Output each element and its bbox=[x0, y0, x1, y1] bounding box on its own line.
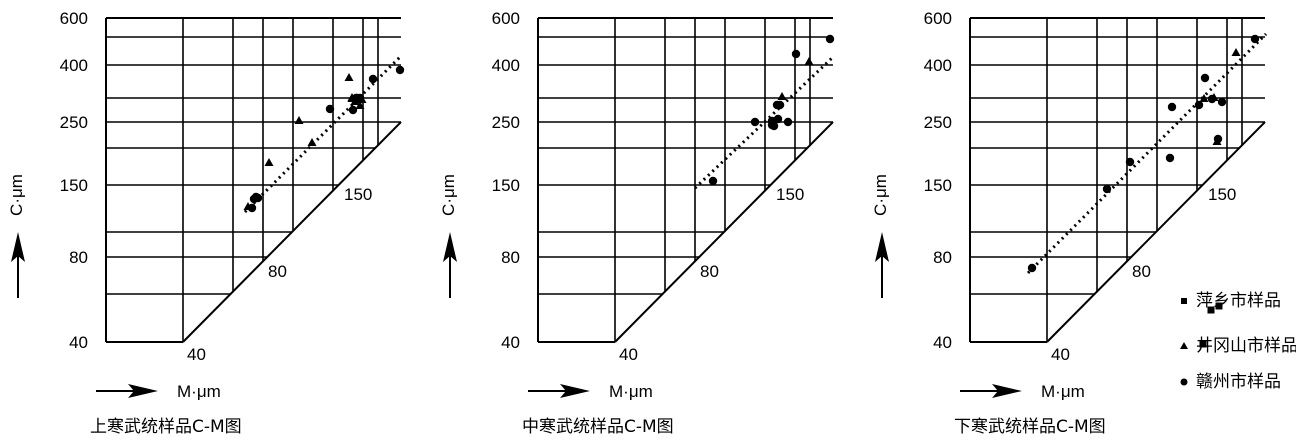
trend-line bbox=[243, 55, 402, 214]
data-point-circle bbox=[1217, 97, 1227, 107]
data-point-circle bbox=[1027, 263, 1037, 273]
data-point-circle bbox=[355, 93, 365, 103]
x-axis-arrow-head-icon bbox=[128, 384, 158, 398]
data-point-triangle bbox=[307, 138, 317, 146]
y-tick-label: 80 bbox=[501, 248, 520, 267]
diag-tick-label: 150 bbox=[1208, 185, 1236, 204]
chart-panel-upper: 600 400 250 150 80 40 40 80 150 C·μm M·μm 上寒武统样品C-M… bbox=[7, 9, 405, 437]
diag-tick-label: 150 bbox=[776, 185, 804, 204]
diag-tick-label: 40 bbox=[619, 345, 638, 364]
data-point-circle bbox=[1102, 184, 1112, 194]
data-point-circle bbox=[1194, 100, 1204, 110]
y-tick-label: 400 bbox=[60, 56, 88, 75]
diag-tick-label: 80 bbox=[1132, 262, 1151, 281]
y-tick-label: 400 bbox=[924, 56, 952, 75]
data-point-circle bbox=[1200, 73, 1210, 83]
y-tick-label: 80 bbox=[933, 248, 952, 267]
data-point-circle bbox=[368, 74, 378, 84]
data-point-circle bbox=[1125, 157, 1135, 167]
legend-entry: 赣州市样品 bbox=[1196, 372, 1281, 392]
chart-title: 上寒武统样品C-M图 bbox=[90, 417, 242, 437]
legend-entry: 井冈山市样品 bbox=[1196, 336, 1296, 356]
legend-marker-triangle-icon bbox=[1180, 342, 1188, 349]
chart-title: 中寒武统样品C-M图 bbox=[522, 417, 674, 437]
y-axis-label: C·μm bbox=[439, 174, 458, 216]
data-point-circle bbox=[825, 34, 835, 44]
y-tick-label: 600 bbox=[924, 9, 952, 28]
chart-panel-lower: 600 400 250 150 80 40 40 80 150 C·μm M·μm 下寒武统样品C-M… bbox=[871, 9, 1296, 437]
data-point-triangle bbox=[264, 158, 274, 166]
data-point-circle bbox=[775, 100, 785, 110]
data-point-circle bbox=[791, 49, 801, 59]
y-tick-label: 40 bbox=[933, 333, 952, 352]
y-tick-label: 250 bbox=[924, 113, 952, 132]
x-axis-arrow-head-icon bbox=[992, 384, 1022, 398]
data-point-triangle bbox=[804, 57, 814, 65]
chart-title: 下寒武统样品C-M图 bbox=[954, 417, 1106, 437]
x-axis-label: M·μm bbox=[1041, 382, 1085, 401]
data-point-circle bbox=[1167, 102, 1177, 112]
diag-tick-label: 80 bbox=[700, 262, 719, 281]
y-tick-label: 150 bbox=[924, 176, 952, 195]
data-point-triangle bbox=[294, 116, 304, 124]
y-tick-label: 600 bbox=[60, 9, 88, 28]
diag-tick-label: 150 bbox=[344, 185, 372, 204]
data-point-triangle bbox=[1231, 48, 1241, 56]
y-tick-label: 400 bbox=[492, 56, 520, 75]
data-point-circle bbox=[395, 65, 405, 75]
data-point-circle bbox=[783, 117, 793, 127]
diag-tick-label: 80 bbox=[268, 262, 287, 281]
data-point-square bbox=[1199, 340, 1207, 348]
trend-line bbox=[1026, 32, 1268, 275]
data-point-circle bbox=[253, 193, 263, 203]
y-axis-arrow-head-icon bbox=[875, 232, 889, 262]
diag-tick-label: 40 bbox=[187, 345, 206, 364]
y-axis-arrow-head-icon bbox=[11, 232, 25, 262]
data-point-circle bbox=[769, 121, 779, 131]
data-point-circle bbox=[348, 105, 358, 115]
data-point-circle bbox=[1250, 34, 1260, 44]
data-point-square bbox=[1215, 302, 1223, 310]
y-tick-label: 80 bbox=[69, 248, 88, 267]
legend-marker-square-icon bbox=[1181, 298, 1187, 304]
y-tick-label: 250 bbox=[492, 113, 520, 132]
y-tick-label: 40 bbox=[501, 333, 520, 352]
data-point-circle bbox=[1207, 94, 1217, 104]
data-point-circle bbox=[750, 117, 760, 127]
data-point-circle bbox=[773, 114, 783, 124]
trend-line bbox=[693, 56, 834, 190]
data-point-circle bbox=[247, 203, 257, 213]
data-point-triangle bbox=[1199, 94, 1209, 102]
legend-entry: 萍乡市样品 bbox=[1196, 291, 1281, 311]
x-axis-label: M·μm bbox=[609, 382, 653, 401]
y-tick-label: 150 bbox=[60, 176, 88, 195]
y-tick-label: 600 bbox=[492, 9, 520, 28]
data-point-square bbox=[1207, 306, 1215, 314]
data-point-triangle bbox=[355, 101, 365, 109]
x-axis-arrow-head-icon bbox=[560, 384, 590, 398]
data-point-circle bbox=[1213, 134, 1223, 144]
data-point-circle bbox=[708, 176, 718, 186]
x-axis-label: M·μm bbox=[177, 382, 221, 401]
data-point-circle bbox=[325, 104, 335, 114]
y-tick-label: 250 bbox=[60, 113, 88, 132]
legend-marker-circle-icon bbox=[1180, 378, 1188, 386]
data-point-circle bbox=[1165, 153, 1175, 163]
y-axis-label: C·μm bbox=[871, 174, 890, 216]
y-axis-arrow-head-icon bbox=[443, 232, 457, 262]
data-point-triangle bbox=[777, 92, 787, 100]
diag-tick-label: 40 bbox=[1051, 345, 1070, 364]
y-tick-label: 40 bbox=[69, 333, 88, 352]
chart-panel-middle: 600 400 250 150 80 40 40 80 150 C·μm M·μm 中寒武统样品C-M… bbox=[439, 9, 835, 437]
y-axis-label: C·μm bbox=[7, 174, 26, 216]
y-tick-label: 150 bbox=[492, 176, 520, 195]
data-point-triangle bbox=[344, 73, 354, 81]
